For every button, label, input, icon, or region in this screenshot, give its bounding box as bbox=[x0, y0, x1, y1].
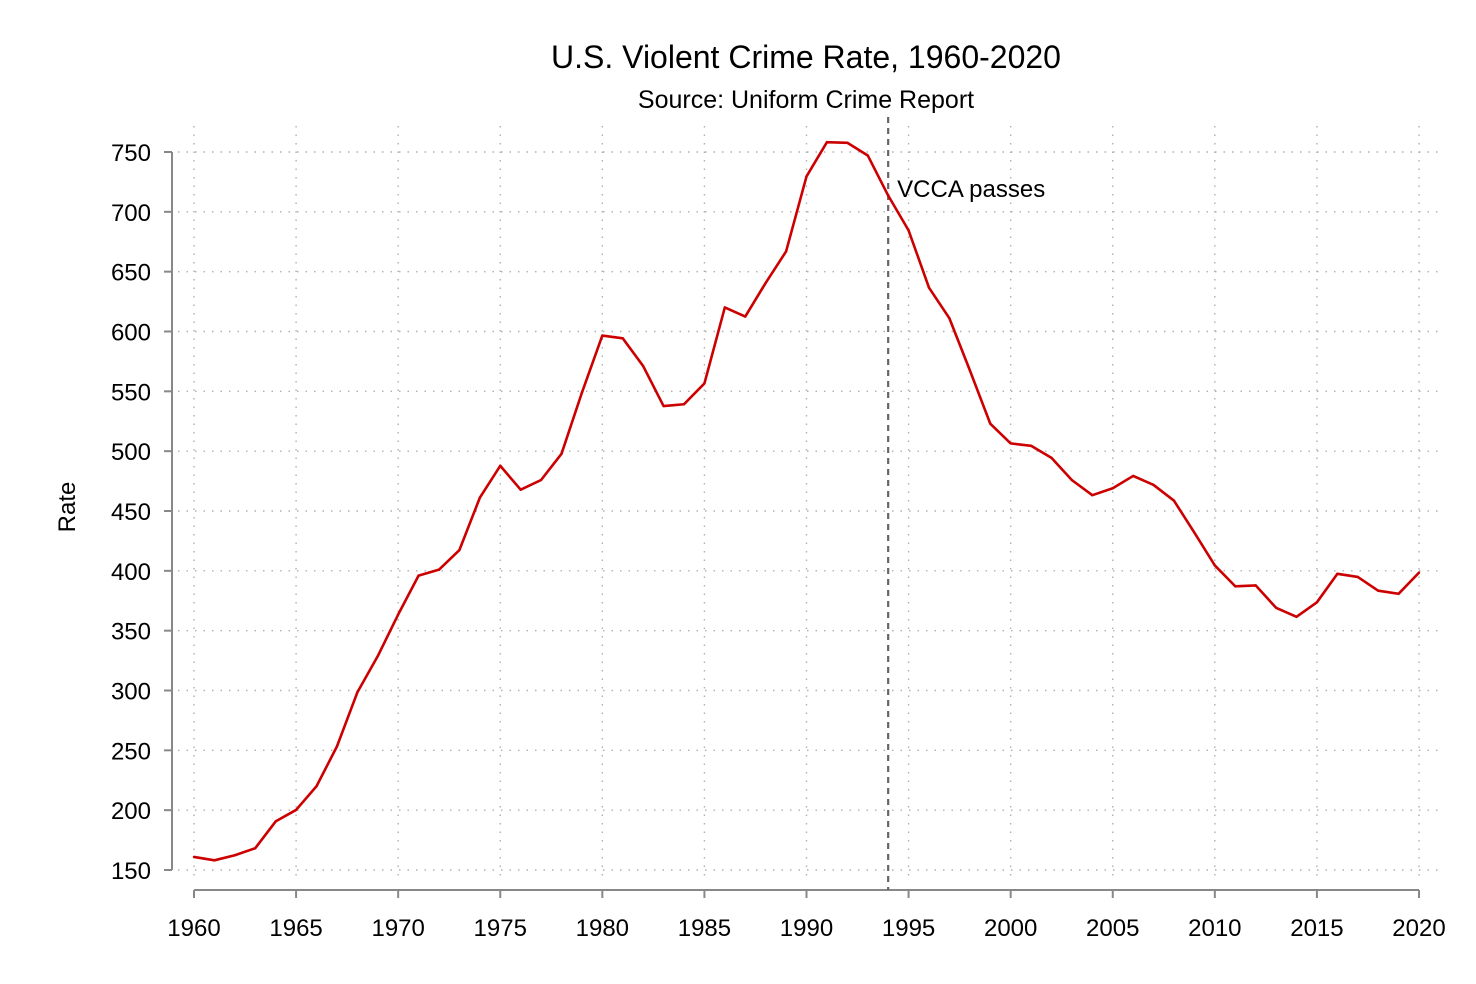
grid bbox=[178, 126, 1440, 880]
data-point bbox=[682, 403, 686, 406]
data-point bbox=[723, 306, 727, 309]
data-point bbox=[744, 315, 747, 318]
data-point bbox=[1315, 601, 1319, 604]
x-tick-label: 1970 bbox=[371, 915, 424, 942]
data-point bbox=[621, 337, 624, 340]
data-point bbox=[335, 745, 339, 748]
data-point bbox=[1274, 606, 1278, 610]
data-point bbox=[1234, 585, 1237, 588]
y-tick-label: 650 bbox=[111, 260, 151, 287]
data-point bbox=[499, 464, 502, 467]
x-tick-label: 2000 bbox=[984, 915, 1037, 942]
data-point bbox=[1111, 487, 1114, 490]
data-point bbox=[1417, 571, 1421, 574]
data-point bbox=[1131, 474, 1135, 478]
data-point bbox=[641, 364, 645, 368]
data-point bbox=[886, 194, 890, 197]
data-point bbox=[1009, 442, 1012, 445]
x-tick-label: 1985 bbox=[678, 915, 731, 942]
y-tick-label: 350 bbox=[111, 619, 151, 646]
data-point bbox=[213, 859, 216, 862]
reference-line-label: VCCA passes bbox=[897, 176, 1045, 203]
data-point bbox=[784, 250, 788, 253]
x-tick-label: 1990 bbox=[780, 915, 833, 942]
data-point bbox=[233, 854, 237, 857]
data-point bbox=[417, 574, 420, 577]
data-point bbox=[519, 488, 522, 491]
data-point bbox=[825, 140, 829, 144]
data-point bbox=[192, 855, 196, 859]
data-point bbox=[1295, 615, 1298, 618]
data-point bbox=[1152, 483, 1155, 487]
data-point bbox=[437, 568, 441, 571]
data-point bbox=[274, 820, 277, 823]
data-point bbox=[1254, 584, 1257, 587]
data-point bbox=[662, 404, 665, 408]
data-point bbox=[764, 281, 767, 285]
x-tick-label: 1965 bbox=[269, 915, 322, 942]
y-tick-label: 500 bbox=[111, 439, 151, 466]
y-tick-label: 750 bbox=[111, 140, 151, 167]
y-tick-label: 150 bbox=[111, 858, 151, 885]
reference-line-group: VCCA passes bbox=[887, 117, 1045, 890]
data-point bbox=[458, 548, 461, 552]
x-tick-label: 1975 bbox=[474, 915, 527, 942]
data-point bbox=[1050, 456, 1053, 460]
data-point bbox=[1356, 575, 1359, 579]
data-point bbox=[703, 382, 706, 385]
x-tick-label: 2010 bbox=[1188, 915, 1241, 942]
data-point bbox=[1336, 572, 1339, 576]
data-point bbox=[315, 785, 318, 788]
data-point bbox=[560, 452, 563, 455]
data-point bbox=[294, 808, 298, 812]
data-point bbox=[1213, 564, 1217, 567]
x-tick-label: 1995 bbox=[882, 915, 935, 942]
y-axis-title: Rate bbox=[54, 482, 81, 533]
x-tick-label: 2020 bbox=[1392, 915, 1445, 942]
data-point bbox=[866, 154, 869, 157]
data-point bbox=[1070, 478, 1074, 482]
data-point bbox=[396, 613, 400, 616]
data-point bbox=[254, 847, 257, 850]
data-point bbox=[1029, 444, 1033, 447]
x-tick-label: 1980 bbox=[576, 915, 629, 942]
data-point bbox=[478, 496, 482, 499]
data-point bbox=[356, 691, 359, 694]
y-tick-label: 700 bbox=[111, 200, 151, 227]
data-point bbox=[580, 391, 584, 394]
chart-subtitle: Source: Uniform Crime Report bbox=[638, 86, 974, 114]
x-tick-label: 2005 bbox=[1086, 915, 1139, 942]
data-point bbox=[539, 478, 543, 482]
data-point bbox=[1091, 494, 1094, 497]
axes: 150 200 250 300 350 400 450 500 550 600 650 700 750 1… bbox=[111, 140, 1446, 942]
data-point bbox=[805, 175, 808, 178]
y-tick-label: 400 bbox=[111, 559, 151, 586]
data-point bbox=[927, 286, 931, 289]
x-tick-label: 1960 bbox=[167, 915, 220, 942]
data-point bbox=[1193, 531, 1196, 534]
x-tick-label: 2015 bbox=[1290, 915, 1343, 942]
y-tick-label: 550 bbox=[111, 379, 151, 406]
y-tick-label: 300 bbox=[111, 679, 151, 706]
y-tick-label: 450 bbox=[111, 499, 151, 526]
data-point bbox=[1376, 589, 1380, 592]
data-point bbox=[601, 334, 604, 337]
series-group bbox=[192, 140, 1421, 862]
y-tick-label: 250 bbox=[111, 738, 151, 765]
data-point bbox=[846, 141, 849, 144]
chart-title: U.S. Violent Crime Rate, 1960-2020 bbox=[551, 39, 1061, 75]
data-point bbox=[968, 369, 972, 372]
data-point bbox=[376, 654, 379, 658]
data-point bbox=[948, 317, 951, 320]
y-tick-label: 600 bbox=[111, 320, 151, 347]
y-tick-label: 200 bbox=[111, 798, 151, 825]
data-point bbox=[1172, 499, 1176, 502]
data-point bbox=[907, 229, 910, 232]
data-point bbox=[989, 422, 992, 425]
data-point bbox=[1397, 592, 1400, 596]
